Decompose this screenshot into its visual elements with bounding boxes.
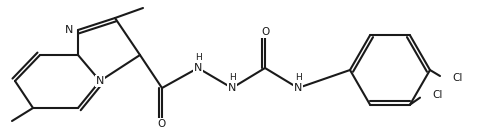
Text: N: N [294, 83, 302, 93]
Text: O: O [261, 27, 269, 37]
Text: H: H [295, 74, 301, 83]
Text: H: H [194, 54, 202, 63]
Text: N: N [96, 76, 104, 86]
Text: O: O [158, 119, 166, 129]
Text: Cl: Cl [432, 90, 443, 100]
Text: H: H [228, 74, 235, 83]
Text: N: N [194, 63, 202, 73]
Text: N: N [228, 83, 236, 93]
Text: N: N [65, 25, 73, 35]
Text: Cl: Cl [452, 73, 462, 83]
